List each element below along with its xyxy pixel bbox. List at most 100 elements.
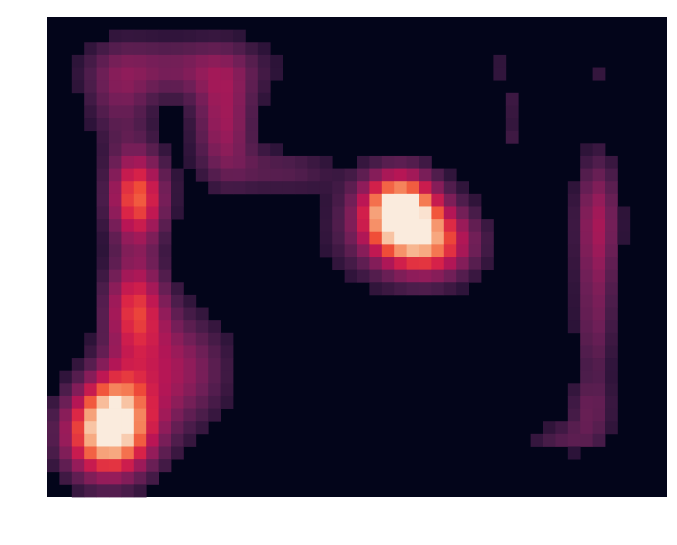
heatmap-cell bbox=[121, 269, 135, 283]
heatmap-cell bbox=[419, 168, 432, 182]
heatmap-cell bbox=[605, 408, 618, 422]
heatmap-cell bbox=[146, 143, 159, 157]
heatmap-cell bbox=[96, 130, 110, 144]
heatmap-cell bbox=[183, 307, 197, 321]
heatmap-cell bbox=[505, 130, 519, 144]
heatmap-cell bbox=[109, 370, 122, 384]
heatmap-cell bbox=[171, 42, 184, 56]
heatmap-cell bbox=[605, 307, 618, 321]
heatmap-cell bbox=[133, 181, 147, 195]
heatmap-cell bbox=[443, 231, 457, 245]
heatmap-cell bbox=[121, 459, 135, 473]
heatmap-cell bbox=[158, 294, 172, 308]
heatmap-cell bbox=[605, 206, 618, 220]
heatmap-cell bbox=[233, 92, 246, 106]
heatmap-cell bbox=[220, 130, 234, 144]
heatmap-cell bbox=[109, 143, 122, 157]
heatmap-cell bbox=[220, 105, 234, 119]
heatmap-cell bbox=[567, 257, 581, 271]
heatmap-cell bbox=[605, 269, 618, 283]
heatmap-cell bbox=[47, 408, 60, 422]
heatmap-cell bbox=[406, 244, 420, 258]
heatmap-cell bbox=[171, 446, 184, 460]
heatmap-cell bbox=[208, 332, 221, 346]
heatmap-cell bbox=[71, 433, 85, 447]
heatmap-cell bbox=[171, 206, 184, 220]
heatmap-cell bbox=[245, 54, 259, 68]
heatmap-cell bbox=[183, 408, 197, 422]
heatmap-cell bbox=[307, 168, 321, 182]
heatmap-cell bbox=[605, 168, 618, 182]
heatmap-cell bbox=[71, 471, 85, 485]
heatmap-cell bbox=[580, 143, 593, 157]
heatmap-cell bbox=[443, 282, 457, 296]
heatmap-cell bbox=[96, 193, 110, 207]
heatmap-cell bbox=[208, 345, 221, 359]
heatmap-cell bbox=[605, 231, 618, 245]
heatmap-cell bbox=[109, 67, 122, 81]
heatmap-cell bbox=[394, 257, 407, 271]
heatmap-cell bbox=[146, 219, 159, 233]
heatmap-cell bbox=[233, 29, 246, 43]
heatmap-cell bbox=[208, 395, 221, 409]
heatmap-cell bbox=[332, 244, 345, 258]
heatmap-cell bbox=[183, 67, 197, 81]
heatmap-cell bbox=[580, 193, 593, 207]
heatmap-cell bbox=[133, 459, 147, 473]
heatmap-cell bbox=[121, 358, 135, 372]
heatmap-cell bbox=[257, 42, 271, 56]
heatmap-cell bbox=[183, 155, 197, 169]
heatmap-cell bbox=[195, 155, 209, 169]
heatmap-cell bbox=[257, 143, 271, 157]
heatmap-cell bbox=[344, 244, 358, 258]
heatmap-cell bbox=[592, 332, 606, 346]
heatmap-cell bbox=[592, 307, 606, 321]
heatmap-cell bbox=[369, 244, 383, 258]
heatmap-cell bbox=[171, 408, 184, 422]
heatmap-cell bbox=[133, 484, 147, 498]
heatmap-cell bbox=[580, 408, 593, 422]
heatmap-cell bbox=[109, 181, 122, 195]
heatmap-cell bbox=[592, 421, 606, 435]
heatmap-cell bbox=[96, 155, 110, 169]
heatmap-cell bbox=[419, 219, 432, 233]
heatmap-cell bbox=[394, 181, 407, 195]
heatmap-cell bbox=[84, 42, 97, 56]
heatmap-cell bbox=[133, 206, 147, 220]
heatmap-cell bbox=[183, 130, 197, 144]
heatmap-cell bbox=[146, 193, 159, 207]
heatmap-cell bbox=[84, 383, 97, 397]
heatmap-cell bbox=[47, 395, 60, 409]
heatmap-cell bbox=[146, 433, 159, 447]
heatmap-cell bbox=[257, 80, 271, 94]
heatmap-cell bbox=[133, 471, 147, 485]
heatmap-cell bbox=[158, 257, 172, 271]
heatmap-cell bbox=[580, 244, 593, 258]
heatmap-cell bbox=[121, 421, 135, 435]
heatmap-cell bbox=[84, 80, 97, 94]
heatmap-cell bbox=[257, 67, 271, 81]
heatmap-cell bbox=[468, 244, 482, 258]
heatmap-cell bbox=[567, 421, 581, 435]
heatmap-cell bbox=[208, 370, 221, 384]
heatmap-cell bbox=[567, 231, 581, 245]
heatmap-cell bbox=[592, 294, 606, 308]
heatmap-cell bbox=[257, 92, 271, 106]
heatmap-cell bbox=[171, 80, 184, 94]
heatmap-cell bbox=[505, 92, 519, 106]
heatmap-cell bbox=[84, 421, 97, 435]
heatmap-cell bbox=[195, 370, 209, 384]
heatmap-cell bbox=[369, 181, 383, 195]
heatmap-cell bbox=[183, 29, 197, 43]
heatmap-cell bbox=[580, 395, 593, 409]
heatmap-cell bbox=[233, 130, 246, 144]
heatmap-cell bbox=[59, 446, 73, 460]
heatmap-cell bbox=[109, 383, 122, 397]
heatmap-cell bbox=[493, 54, 507, 68]
heatmap-cell bbox=[133, 67, 147, 81]
heatmap-cell bbox=[605, 370, 618, 384]
heatmap-cell bbox=[109, 219, 122, 233]
heatmap-cell bbox=[369, 282, 383, 296]
heatmap-cell bbox=[369, 269, 383, 283]
heatmap-cell bbox=[208, 143, 221, 157]
